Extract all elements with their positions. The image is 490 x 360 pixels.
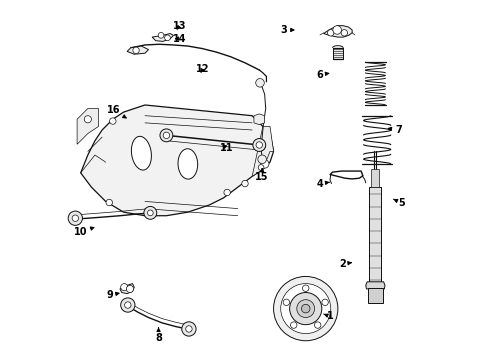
Circle shape	[144, 206, 157, 219]
Circle shape	[260, 159, 269, 168]
Circle shape	[242, 180, 248, 187]
Circle shape	[186, 326, 192, 332]
Circle shape	[257, 142, 266, 150]
Circle shape	[126, 285, 134, 293]
Text: 4: 4	[317, 179, 329, 189]
Circle shape	[224, 189, 230, 196]
Polygon shape	[333, 48, 343, 59]
Polygon shape	[81, 105, 273, 216]
Text: 7: 7	[388, 125, 402, 135]
Circle shape	[110, 118, 116, 124]
Text: 12: 12	[196, 64, 210, 73]
Ellipse shape	[131, 136, 151, 170]
Circle shape	[290, 293, 322, 325]
Text: 13: 13	[172, 21, 186, 31]
Circle shape	[256, 142, 263, 148]
Text: 3: 3	[280, 25, 294, 35]
Circle shape	[258, 165, 264, 170]
Text: 10: 10	[74, 227, 94, 237]
Circle shape	[301, 304, 310, 313]
Circle shape	[68, 211, 82, 225]
Polygon shape	[254, 114, 265, 125]
Circle shape	[84, 116, 92, 123]
Polygon shape	[77, 109, 98, 144]
Polygon shape	[368, 288, 383, 303]
Text: 16: 16	[107, 105, 126, 118]
Text: 8: 8	[155, 328, 162, 343]
Circle shape	[281, 284, 331, 334]
Polygon shape	[369, 187, 381, 287]
Circle shape	[256, 78, 264, 87]
Circle shape	[291, 322, 297, 328]
Polygon shape	[371, 169, 379, 187]
Text: 14: 14	[172, 33, 186, 44]
Circle shape	[121, 298, 135, 312]
Circle shape	[124, 302, 131, 308]
Text: 15: 15	[255, 168, 269, 182]
Circle shape	[258, 155, 267, 163]
Text: 9: 9	[106, 290, 119, 300]
Circle shape	[253, 139, 266, 152]
Text: 2: 2	[339, 259, 351, 269]
Circle shape	[165, 35, 171, 41]
Circle shape	[315, 322, 321, 328]
Circle shape	[302, 285, 309, 292]
Polygon shape	[323, 26, 352, 37]
Circle shape	[322, 299, 328, 306]
Circle shape	[160, 129, 173, 142]
Circle shape	[327, 30, 334, 36]
Polygon shape	[127, 46, 148, 54]
Circle shape	[147, 210, 153, 216]
Circle shape	[333, 26, 342, 34]
Text: 5: 5	[393, 198, 405, 208]
Ellipse shape	[178, 149, 197, 179]
Circle shape	[121, 284, 128, 291]
Circle shape	[163, 132, 170, 139]
Text: 1: 1	[324, 311, 333, 321]
Circle shape	[106, 199, 113, 206]
Polygon shape	[252, 126, 273, 176]
Text: 11: 11	[220, 143, 233, 153]
Circle shape	[283, 299, 290, 306]
Text: 6: 6	[316, 69, 329, 80]
Circle shape	[182, 322, 196, 336]
Circle shape	[133, 47, 139, 54]
Circle shape	[341, 30, 347, 36]
Polygon shape	[120, 284, 134, 294]
Polygon shape	[366, 282, 385, 289]
Circle shape	[273, 276, 338, 341]
Circle shape	[297, 300, 315, 318]
Circle shape	[72, 215, 78, 221]
Circle shape	[158, 32, 164, 38]
Polygon shape	[152, 33, 173, 41]
